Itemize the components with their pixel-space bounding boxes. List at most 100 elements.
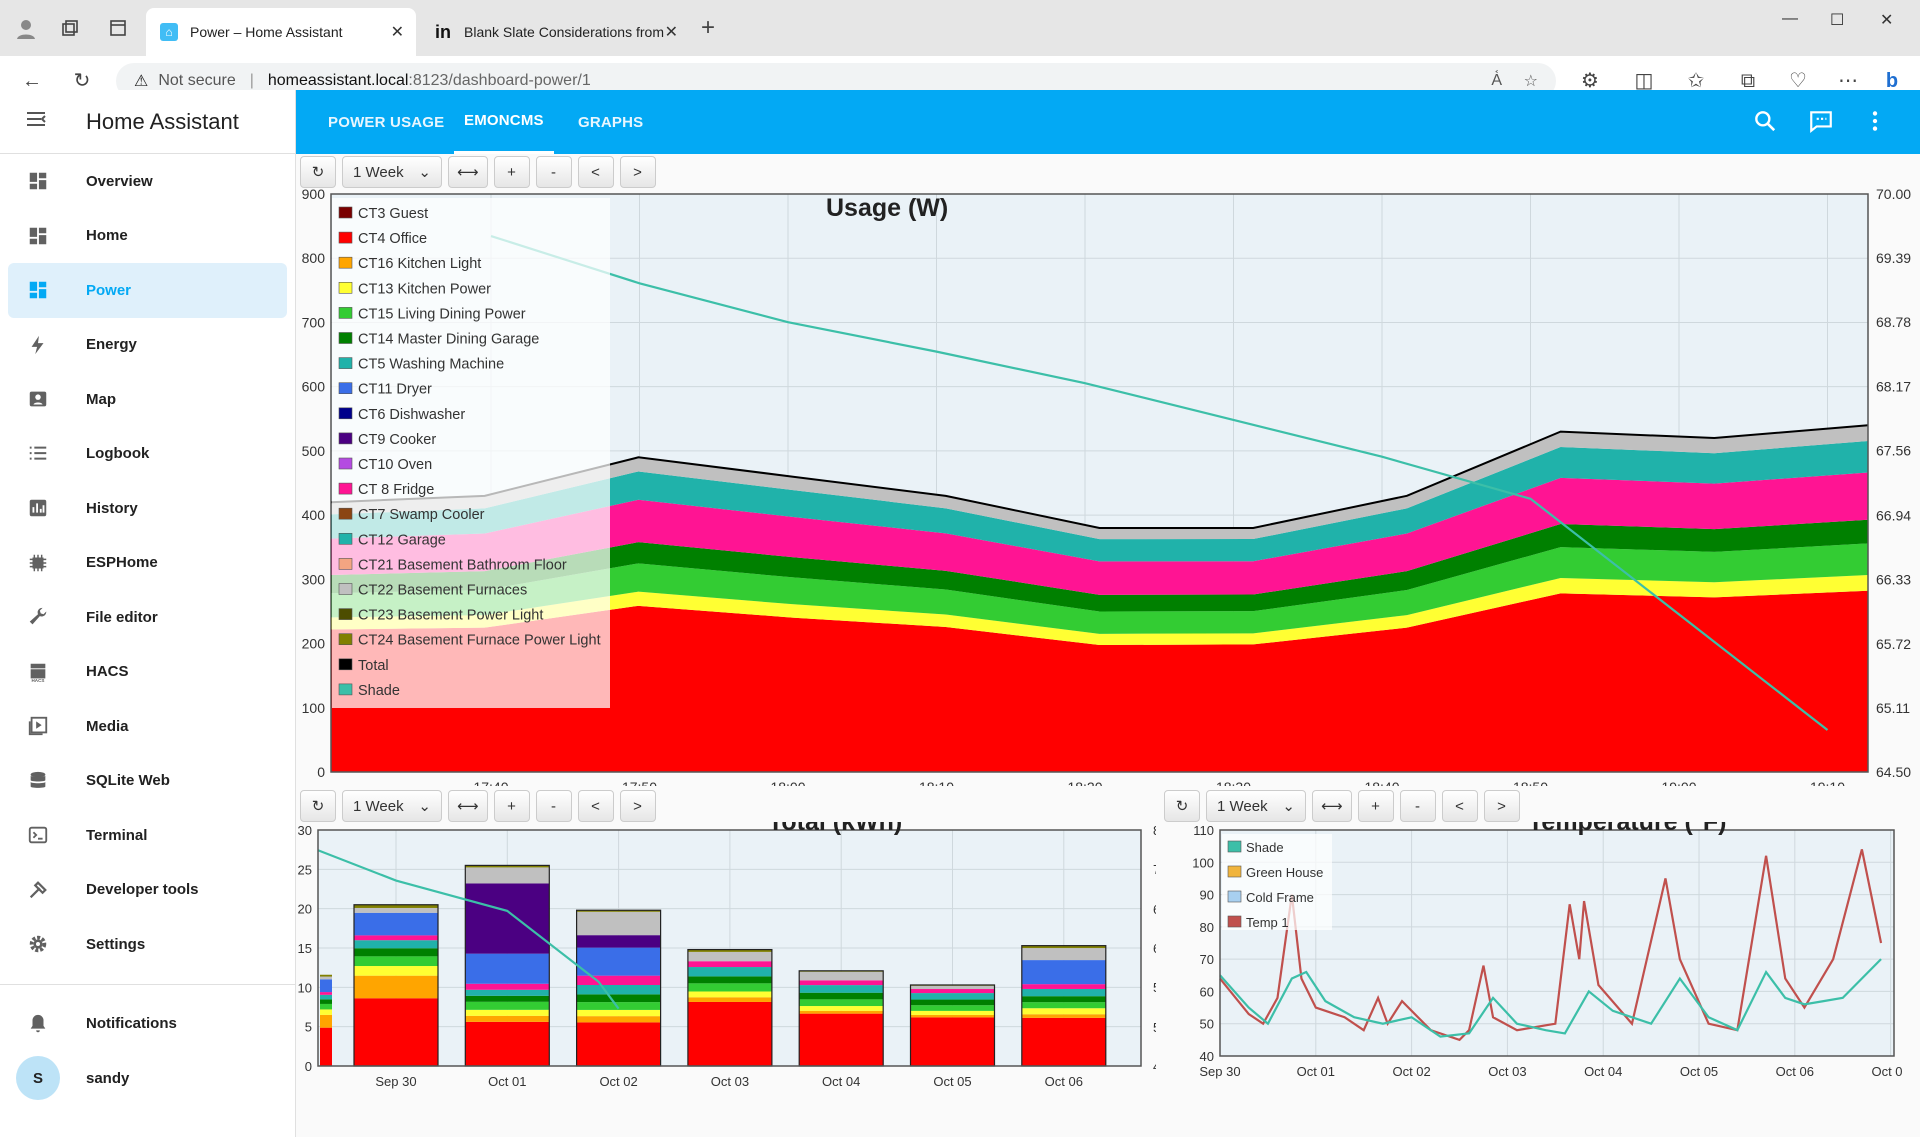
menu-collapse-icon[interactable]: [24, 107, 56, 137]
total-bars: [320, 864, 1107, 1067]
sidebar-item-history[interactable]: History: [8, 481, 287, 536]
zoom-in-button[interactable]: +: [493, 790, 530, 822]
close-tab-icon[interactable]: ✕: [390, 24, 404, 41]
bar-segment: [465, 1009, 550, 1016]
tab-graphs[interactable]: GRAPHS: [578, 113, 644, 131]
close-window-icon[interactable]: ✕: [1880, 12, 1894, 29]
sidebar-item-home[interactable]: Home: [8, 209, 287, 264]
next-button[interactable]: >: [1483, 790, 1520, 822]
extensions-icon[interactable]: ⚙: [1581, 70, 1599, 92]
bar-segment: [1021, 1014, 1106, 1018]
reload-icon[interactable]: ↻: [73, 70, 91, 92]
search-icon[interactable]: [1752, 108, 1780, 136]
sidebar-item-file-editor[interactable]: File editor: [8, 590, 287, 645]
bar-segment: [576, 1002, 661, 1010]
new-tab-icon[interactable]: +: [700, 14, 715, 41]
refresh-button[interactable]: ↻: [1164, 790, 1200, 822]
sidebar-item-logbook[interactable]: Logbook: [8, 427, 287, 482]
y2-tick-label: 50.8: [1153, 1020, 1156, 1035]
overflow-menu-icon[interactable]: [1862, 108, 1890, 136]
range-select[interactable]: 1 Week ⌄: [342, 790, 442, 822]
sidebar-item-sqlite-web[interactable]: SQLite Web: [8, 754, 287, 809]
sidebar-item-energy[interactable]: Energy: [8, 318, 287, 373]
legend-label: CT23 Basement Power Light: [358, 608, 543, 624]
prev-button[interactable]: <: [1441, 790, 1478, 822]
total-controls: ↻ 1 Week ⌄ ⟷ + - < >: [300, 790, 656, 822]
refresh-button[interactable]: ↻: [300, 790, 336, 822]
minimize-icon[interactable]: —: [1782, 10, 1798, 27]
legend-label: Shade: [1246, 840, 1284, 855]
sidebar-item-label: Map: [86, 390, 116, 408]
next-button[interactable]: >: [619, 790, 656, 822]
range-select[interactable]: 1 Week ⌄: [342, 156, 442, 188]
bar-segment: [354, 966, 438, 976]
bar-segment: [799, 1013, 884, 1066]
sidebar-item-label: Power: [86, 281, 132, 299]
prev-button[interactable]: <: [577, 790, 614, 822]
fit-button[interactable]: ⟷: [448, 790, 488, 822]
bar-segment: [354, 907, 438, 913]
profile-icon[interactable]: [12, 14, 40, 42]
copilot-icon[interactable]: b: [1885, 70, 1899, 92]
read-aloud-icon[interactable]: A᷾: [1491, 72, 1502, 89]
temperature-chart[interactable]: Shade Green House Cold Frame Temp 1 Sep 30 O…: [1162, 822, 1902, 1122]
fit-button[interactable]: ⟷: [448, 156, 488, 188]
total-chart[interactable]: Sep 30 Oct 01 Oct 02 Oct 03 Oct 04 Oct 05 Oct …: [296, 822, 1156, 1122]
sidebar-item-media[interactable]: Media: [8, 699, 287, 754]
maximize-icon[interactable]: ☐: [1830, 12, 1845, 29]
assist-icon[interactable]: [1808, 108, 1836, 136]
usage-chart[interactable]: CT3 Guest CT4 Office CT16 Kitchen Light CT1…: [296, 186, 1916, 786]
sidebar-item-power[interactable]: Power: [8, 263, 287, 318]
sidebar-item-overview[interactable]: Overview: [8, 154, 287, 209]
user-item[interactable]: S sandy: [8, 1051, 287, 1106]
bar-segment: [576, 911, 661, 936]
collections-icon[interactable]: ⧉: [1740, 70, 1756, 92]
browser-tab-active[interactable]: ⌂ Power – Home Assistant ✕: [146, 8, 416, 56]
x-tick-label: 18:40: [1364, 779, 1399, 786]
y2-tick-label: 67.56: [1876, 442, 1911, 458]
sidebar-item-esphome[interactable]: ESPHome: [8, 536, 287, 591]
bar-segment: [320, 1003, 332, 1010]
tab-power-usage[interactable]: POWER USAGE: [328, 113, 445, 131]
back-icon[interactable]: ←: [22, 70, 42, 92]
browser-essentials-icon[interactable]: ♡: [1789, 70, 1807, 92]
refresh-button[interactable]: ↻: [300, 156, 336, 188]
tab-emoncms[interactable]: EMONCMS: [454, 90, 554, 154]
prev-button[interactable]: <: [577, 156, 614, 188]
next-button[interactable]: >: [619, 156, 656, 188]
bar-segment: [910, 1014, 995, 1018]
legend-label: Cold Frame: [1246, 890, 1314, 905]
legend-swatch: [338, 332, 353, 344]
y-tick-label: 400: [302, 507, 326, 523]
legend-swatch: [1227, 840, 1242, 853]
tab-actions-icon[interactable]: [104, 14, 132, 42]
favorites-icon[interactable]: ✩: [1687, 70, 1705, 92]
sidebar-item-map[interactable]: Map: [8, 372, 287, 427]
range-select[interactable]: 1 Week ⌄: [1206, 790, 1306, 822]
sidebar-item-settings[interactable]: Settings: [8, 917, 287, 972]
zoom-out-button[interactable]: -: [1399, 790, 1436, 822]
zoom-in-button[interactable]: +: [493, 156, 530, 188]
bar-segment: [465, 1015, 550, 1022]
split-screen-icon[interactable]: ◫: [1634, 70, 1654, 92]
more-icon[interactable]: ⋯: [1838, 70, 1858, 92]
favorite-star-icon[interactable]: ☆: [1523, 73, 1538, 90]
zoom-out-button[interactable]: -: [535, 790, 572, 822]
zoom-in-button[interactable]: +: [1357, 790, 1394, 822]
x-tick-label: 18:00: [770, 779, 805, 786]
browser-tab[interactable]: in Blank Slate Considerations from ✕: [420, 8, 690, 56]
fit-button[interactable]: ⟷: [1312, 790, 1352, 822]
sidebar-item-label: Developer tools: [86, 881, 199, 899]
bar-segment: [687, 949, 772, 952]
bar-segment: [354, 975, 438, 999]
browser-titlebar: ⌂ Power – Home Assistant ✕ in Blank Slat…: [0, 0, 1920, 56]
y2-tick-label: 66.33: [1876, 572, 1911, 588]
sidebar-item-hacs[interactable]: HACS HACS: [8, 645, 287, 700]
legend-swatch: [1227, 915, 1242, 928]
sidebar-item-developer-tools[interactable]: Developer tools: [8, 863, 287, 918]
close-tab-icon[interactable]: ✕: [664, 24, 678, 41]
zoom-out-button[interactable]: -: [535, 156, 572, 188]
sidebar-item-terminal[interactable]: Terminal: [8, 808, 287, 863]
workspaces-icon[interactable]: [56, 14, 84, 42]
notifications-item[interactable]: Notifications: [8, 997, 287, 1052]
